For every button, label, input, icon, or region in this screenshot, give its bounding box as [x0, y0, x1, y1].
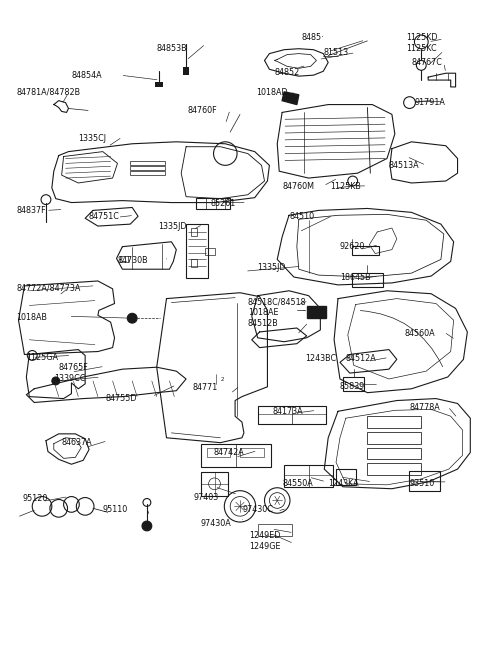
- Text: 84767C: 84767C: [411, 58, 443, 66]
- Text: 84837F: 84837F: [16, 206, 46, 214]
- Circle shape: [142, 521, 152, 531]
- Text: 84742A: 84742A: [214, 447, 244, 457]
- Bar: [191, 260, 197, 267]
- Text: 84730B: 84730B: [118, 256, 148, 265]
- Text: 1335CJ: 1335CJ: [78, 134, 106, 143]
- Bar: [367, 463, 421, 475]
- Text: 84760F: 84760F: [187, 106, 216, 114]
- Text: 97430A: 97430A: [201, 519, 231, 528]
- Bar: [367, 417, 421, 428]
- Text: 95120: 95120: [23, 493, 48, 503]
- Text: 84755D: 84755D: [106, 394, 137, 403]
- Text: 84781A/84782B: 84781A/84782B: [16, 88, 81, 97]
- Text: 2: 2: [220, 377, 224, 382]
- Bar: [130, 166, 165, 170]
- Text: 84852: 84852: [274, 68, 300, 78]
- Text: 85839: 85839: [340, 382, 365, 391]
- Bar: [183, 67, 189, 75]
- Bar: [336, 469, 356, 485]
- Text: 92620: 92620: [340, 242, 365, 251]
- Text: 1243KA: 1243KA: [328, 479, 359, 488]
- Text: 84854A: 84854A: [72, 71, 102, 80]
- Text: 8485·: 8485·: [302, 33, 324, 42]
- Text: 1125KC: 1125KC: [407, 44, 437, 53]
- Text: 1018AE: 1018AE: [248, 308, 278, 317]
- Text: 95110: 95110: [103, 505, 128, 514]
- Bar: [204, 248, 215, 256]
- Bar: [120, 256, 128, 262]
- Text: 1018AD: 1018AD: [256, 88, 288, 97]
- Text: 84513A: 84513A: [389, 162, 420, 170]
- Text: 97403: 97403: [194, 493, 219, 502]
- Bar: [367, 432, 421, 443]
- Text: 1125KB: 1125KB: [330, 182, 361, 191]
- Text: 81513: 81513: [324, 48, 348, 57]
- Bar: [352, 246, 379, 256]
- Text: 84560A: 84560A: [405, 329, 435, 338]
- Text: 1249GE: 1249GE: [249, 541, 280, 551]
- Text: 84173A: 84173A: [272, 407, 303, 417]
- Bar: [191, 228, 197, 236]
- Text: 1125KD: 1125KD: [407, 33, 438, 42]
- Text: 91791A: 91791A: [414, 98, 445, 106]
- Circle shape: [52, 377, 60, 385]
- Bar: [196, 198, 230, 210]
- Bar: [155, 82, 163, 87]
- Text: 93510: 93510: [409, 479, 435, 488]
- Bar: [258, 407, 326, 424]
- Text: 84760M: 84760M: [282, 182, 314, 191]
- Polygon shape: [282, 92, 299, 104]
- Text: 84765F: 84765F: [59, 363, 88, 373]
- Text: 1018AB: 1018AB: [16, 313, 48, 323]
- Text: 18645B: 18645B: [340, 273, 371, 282]
- Text: 84518C/84518: 84518C/84518: [248, 298, 306, 307]
- Bar: [201, 472, 228, 495]
- Bar: [367, 447, 421, 459]
- Text: 1335JD: 1335JD: [258, 263, 286, 273]
- Text: 97430C: 97430C: [243, 505, 274, 514]
- Text: 1335JD: 1335JD: [157, 222, 186, 231]
- Bar: [201, 443, 271, 467]
- Text: 84778A: 84778A: [409, 403, 440, 413]
- Text: 1249ED: 1249ED: [249, 531, 280, 540]
- Bar: [207, 447, 230, 457]
- Bar: [240, 447, 264, 457]
- Bar: [130, 162, 165, 166]
- Bar: [408, 471, 440, 491]
- Text: 84512A: 84512A: [346, 355, 377, 363]
- Bar: [284, 465, 333, 487]
- Text: 84512B: 84512B: [248, 319, 278, 328]
- Bar: [343, 377, 364, 391]
- Circle shape: [127, 313, 137, 323]
- Text: 84550A: 84550A: [282, 479, 313, 488]
- Text: 1125GA: 1125GA: [26, 353, 59, 363]
- Text: 1339CC: 1339CC: [54, 374, 85, 383]
- Bar: [352, 273, 383, 287]
- Bar: [130, 171, 165, 175]
- Polygon shape: [307, 306, 326, 318]
- Bar: [186, 224, 208, 278]
- Text: 84853B: 84853B: [156, 44, 187, 53]
- Text: 84637A: 84637A: [61, 438, 92, 447]
- Text: 84772A/84773A: 84772A/84773A: [16, 284, 81, 293]
- Text: 1243BC: 1243BC: [305, 355, 336, 363]
- Text: 84771: 84771: [193, 383, 218, 392]
- Text: 84751C: 84751C: [88, 212, 119, 221]
- Text: 85261: 85261: [211, 198, 236, 208]
- Bar: [258, 524, 292, 535]
- Text: 84510: 84510: [289, 212, 314, 221]
